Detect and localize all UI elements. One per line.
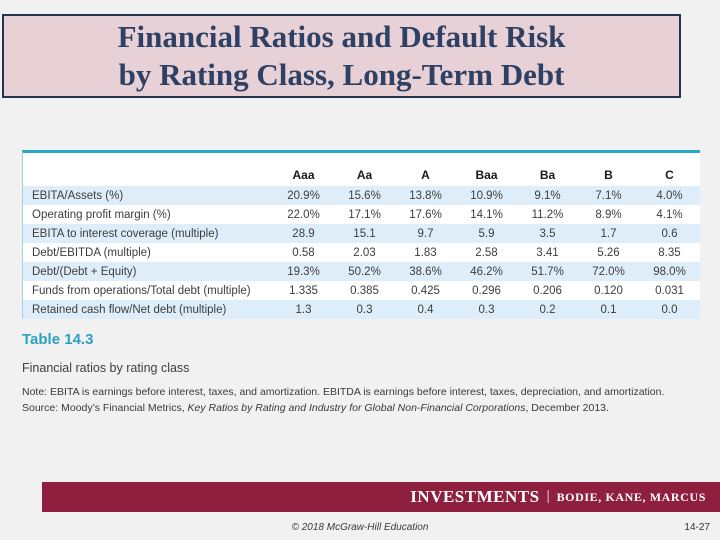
slide-title-box: Financial Ratios and Default Risk by Rat… xyxy=(2,14,681,98)
table-cell: 11.2% xyxy=(531,208,564,221)
row-label: EBITA/Assets (%) xyxy=(32,189,124,202)
financial-ratios-table: Aaa Aa A Baa Ba B C EBITA/Assets (%) 20.… xyxy=(22,150,700,319)
table-row: Operating profit margin (%) 22.0% 17.1% … xyxy=(23,205,700,224)
table-row: Funds from operations/Total debt (multip… xyxy=(23,281,700,300)
table-cell: 0.206 xyxy=(533,284,562,297)
row-label: Operating profit margin (%) xyxy=(32,208,171,221)
table-row: Debt/(Debt + Equity) 19.3% 50.2% 38.6% 4… xyxy=(23,262,700,281)
brand-title: INVESTMENTS xyxy=(410,487,540,506)
table-row: EBITA to interest coverage (multiple) 28… xyxy=(23,224,700,243)
table-cell: 1.83 xyxy=(414,246,437,259)
table-cell: 38.6% xyxy=(409,265,442,278)
table-cell: 20.9% xyxy=(287,189,320,202)
table-cell: 1.335 xyxy=(289,284,318,297)
table-cell: 13.8% xyxy=(409,189,442,202)
table-cell: 4.0% xyxy=(656,189,683,202)
table-cell: 0.385 xyxy=(350,284,379,297)
table-cell: 50.2% xyxy=(348,265,381,278)
table-cell: 0.58 xyxy=(292,246,315,259)
table-cell: 17.6% xyxy=(409,208,442,221)
table-cell: 8.9% xyxy=(595,208,622,221)
table-cell: 1.7 xyxy=(600,227,617,240)
row-label: EBITA to interest coverage (multiple) xyxy=(32,227,219,240)
table-cell: 3.5 xyxy=(539,227,556,240)
table-cell: 15.6% xyxy=(348,189,381,202)
column-header-aa: Aa xyxy=(356,168,373,182)
column-header-a: A xyxy=(421,168,430,182)
note-line: Note: EBITA is earnings before interest,… xyxy=(22,386,665,398)
column-header-aaa: Aaa xyxy=(292,168,315,182)
table-cell: 9.7 xyxy=(417,227,434,240)
source-title: Key Ratios by Rating and Industry for Gl… xyxy=(187,402,526,414)
table-cell: 2.58 xyxy=(475,246,498,259)
table-cell: 72.0% xyxy=(592,265,625,278)
row-label: Retained cash flow/Net debt (multiple) xyxy=(32,303,227,316)
table-row: EBITA/Assets (%) 20.9% 15.6% 13.8% 10.9%… xyxy=(23,186,700,205)
table-cell: 0.3 xyxy=(478,303,495,316)
table-cell: 5.9 xyxy=(478,227,495,240)
table-cell: 1.3 xyxy=(295,303,312,316)
table-cell: 51.7% xyxy=(531,265,564,278)
table-subtitle: Financial ratios by rating class xyxy=(22,361,190,375)
table-cell: 22.0% xyxy=(287,208,320,221)
table-cell: 0.031 xyxy=(655,284,684,297)
copyright-text: © 2018 McGraw-Hill Education xyxy=(291,522,429,533)
table-cell: 0.6 xyxy=(661,227,678,240)
table-cell: 28.9 xyxy=(292,227,315,240)
table-cell: 46.2% xyxy=(470,265,503,278)
table-cell: 0.120 xyxy=(594,284,623,297)
table-row: Debt/EBITDA (multiple) 0.58 2.03 1.83 2.… xyxy=(23,243,700,262)
column-header-b: B xyxy=(604,168,613,182)
source-suffix: , December 2013. xyxy=(525,402,609,414)
table-cell: 15.1 xyxy=(353,227,376,240)
brand-bar: INVESTMENTS | BODIE, KANE, MARCUS xyxy=(42,482,720,512)
table-header-row: Aaa Aa A Baa Ba B C xyxy=(23,153,700,186)
source-prefix: Source: Moody’s Financial Metrics, xyxy=(22,402,188,414)
brand-separator: | xyxy=(546,487,550,504)
slide-title-line1: Financial Ratios and Default Risk xyxy=(117,19,566,54)
table-cell: 0.3 xyxy=(356,303,373,316)
table-cell: 0.425 xyxy=(411,284,440,297)
table-cell: 5.26 xyxy=(597,246,620,259)
table-cell: 9.1% xyxy=(534,189,561,202)
table-cell: 4.1% xyxy=(656,208,683,221)
table-notes: Note: EBITA is earnings before interest,… xyxy=(22,384,714,416)
table-cell: 10.9% xyxy=(470,189,503,202)
table-cell: 0.4 xyxy=(417,303,434,316)
table-cell: 7.1% xyxy=(595,189,622,202)
table-cell: 0.1 xyxy=(600,303,617,316)
row-label: Debt/(Debt + Equity) xyxy=(32,265,137,278)
table-cell: 0.296 xyxy=(472,284,501,297)
table-cell: 98.0% xyxy=(653,265,686,278)
column-header-c: C xyxy=(665,168,674,182)
table-cell: 17.1% xyxy=(348,208,381,221)
table-cell: 3.41 xyxy=(536,246,559,259)
table-row: Retained cash flow/Net debt (multiple) 1… xyxy=(23,300,700,319)
source-line: Source: Moody’s Financial Metrics, Key R… xyxy=(22,400,714,416)
table-number-label: Table 14.3 xyxy=(22,331,94,348)
table-cell: 19.3% xyxy=(287,265,320,278)
table-cell: 0.2 xyxy=(539,303,556,316)
column-header-baa: Baa xyxy=(475,168,498,182)
row-label: Funds from operations/Total debt (multip… xyxy=(32,284,251,297)
page-number: 14-27 xyxy=(684,522,710,533)
slide-title-line2: by Rating Class, Long-Term Debt xyxy=(118,57,565,92)
table-cell: 14.1% xyxy=(470,208,503,221)
brand-authors: BODIE, KANE, MARCUS xyxy=(556,489,706,504)
table-cell: 0.0 xyxy=(661,303,678,316)
table-cell: 2.03 xyxy=(353,246,376,259)
table-cell: 8.35 xyxy=(658,246,681,259)
row-label: Debt/EBITDA (multiple) xyxy=(32,246,151,259)
column-header-ba: Ba xyxy=(539,168,556,182)
